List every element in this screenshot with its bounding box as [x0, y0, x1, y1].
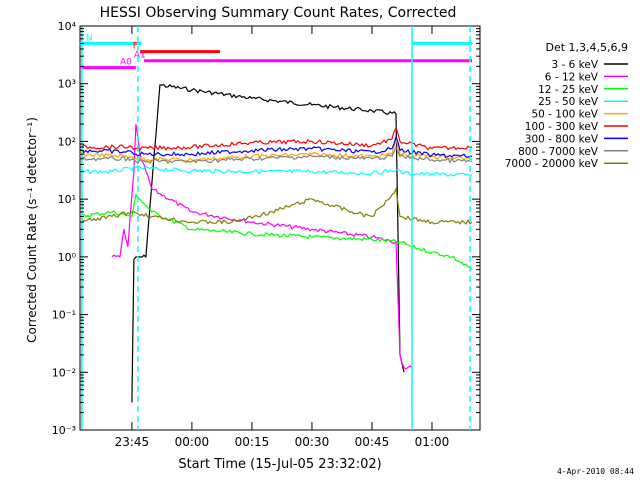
series-line-300-800-kev — [79, 134, 473, 159]
timestamp: 4-Apr-2010 08:44 — [556, 467, 634, 476]
legend-label: 12 - 25 keV — [538, 84, 599, 96]
y-tick-label: 10³ — [58, 78, 76, 91]
x-tick-label: 01:00 — [415, 435, 450, 449]
legend-label: 3 - 6 keV — [551, 59, 598, 71]
series-line-100-300-kev — [79, 126, 473, 152]
legend-label: 6 - 12 keV — [545, 71, 599, 83]
plot-area — [79, 25, 481, 431]
y-tick-label: 10⁻³ — [52, 424, 76, 437]
x-tick-label: 00:15 — [235, 435, 270, 449]
legend-label: 7000 - 20000 keV — [505, 158, 599, 170]
flag-label: N — [86, 33, 93, 43]
chart-title: HESSI Observing Summary Count Rates, Cor… — [100, 5, 457, 21]
legend-label: 300 - 800 keV — [525, 133, 599, 145]
y-tick-label: 10¹ — [58, 193, 76, 206]
series-line-800-7000-kev — [79, 145, 473, 165]
series-line-3-6-kev — [131, 84, 405, 403]
y-tick-label: 10⁻¹ — [52, 309, 76, 322]
x-axis-label: Start Time (15-Jul-05 23:32:02) — [178, 457, 381, 472]
series-lines — [79, 84, 473, 403]
legend-label: 100 - 300 keV — [525, 121, 599, 133]
x-tick-label: 00:30 — [295, 435, 330, 449]
legend-label: 50 - 100 keV — [531, 109, 598, 121]
y-tick-label: 10⁰ — [58, 251, 77, 264]
x-tick-label: 23:45 — [115, 435, 150, 449]
series-line-50-100-kev — [79, 138, 473, 162]
y-axis-label: Corrected Count Rate (s⁻¹ detector⁻¹) — [25, 117, 39, 343]
flag-label: A1 — [134, 51, 146, 61]
y-tick-label: 10⁴ — [58, 20, 77, 33]
legend-title: Det 1,3,4,5,6,9 — [545, 41, 628, 54]
y-tick-label: 10² — [58, 135, 76, 148]
legend-label: 25 - 50 keV — [538, 96, 599, 108]
flag-label: A0 — [120, 58, 132, 68]
axes: 10⁻³ 10⁻² 10⁻¹ 10⁰ 10¹ 10² 10³ 10⁴ 23:45 00:00 00:… — [52, 20, 480, 449]
series-line-6-12-kev — [111, 124, 413, 370]
vertical-markers — [81, 26, 471, 430]
x-tick-label: 00:00 — [175, 435, 210, 449]
series-line-25-50-kev — [79, 165, 473, 177]
plot-frame — [79, 25, 481, 431]
x-tick-label: 00:45 — [355, 435, 390, 449]
series-line-7000-20000-kev — [79, 186, 473, 225]
flag-label: F — [133, 42, 138, 52]
series-line-12-25-kev — [79, 192, 473, 271]
y-tick-label: 10⁻² — [52, 366, 76, 379]
legend-label: 800 - 7000 keV — [518, 146, 599, 158]
